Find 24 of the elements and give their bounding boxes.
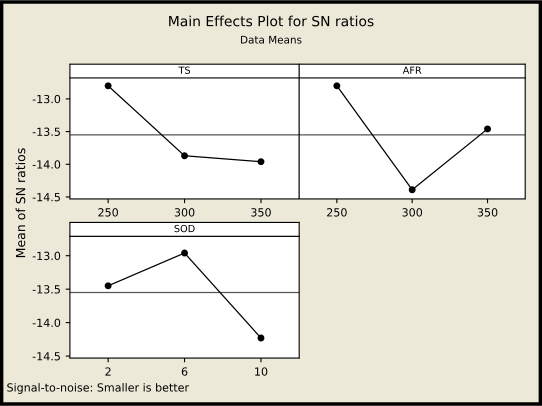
y-axis-title: Mean of SN ratios: [16, 148, 26, 258]
chart-title: Main Effects Plot for SN ratios: [169, 16, 374, 26]
legend-title: TS: [178, 66, 190, 74]
y-tick-label: -14.5: [32, 193, 60, 202]
y-tick-label: -13.0: [32, 94, 60, 104]
y-tick-label: -14.0: [32, 160, 60, 169]
text: Signal-to-noise: Smaller is better: [7, 383, 190, 394]
x-tick-label: 2: [105, 367, 111, 376]
x-tick-label: 250: [98, 208, 118, 217]
legend-title: SOD: [174, 224, 195, 232]
chart-subtitle: Data Means: [241, 36, 302, 44]
y-tick-label: -13.5: [32, 128, 60, 136]
y-tick-label: -13.5: [32, 285, 60, 294]
x-tick-label: 300: [174, 208, 194, 217]
x-tick-label: 250: [327, 208, 347, 217]
x-tick-label: 350: [251, 208, 271, 217]
x-tick-label: 300: [402, 208, 422, 217]
x-tick-label: 6: [182, 367, 188, 376]
x-tick-label: 10: [255, 367, 268, 376]
y-tick-label: -14.0: [32, 318, 60, 327]
y-tick-label: -13.0: [32, 252, 60, 260]
y-tick-label: -14.5: [32, 352, 60, 360]
legend-title: AFR: [402, 66, 422, 74]
x-tick-label: 350: [478, 208, 498, 217]
